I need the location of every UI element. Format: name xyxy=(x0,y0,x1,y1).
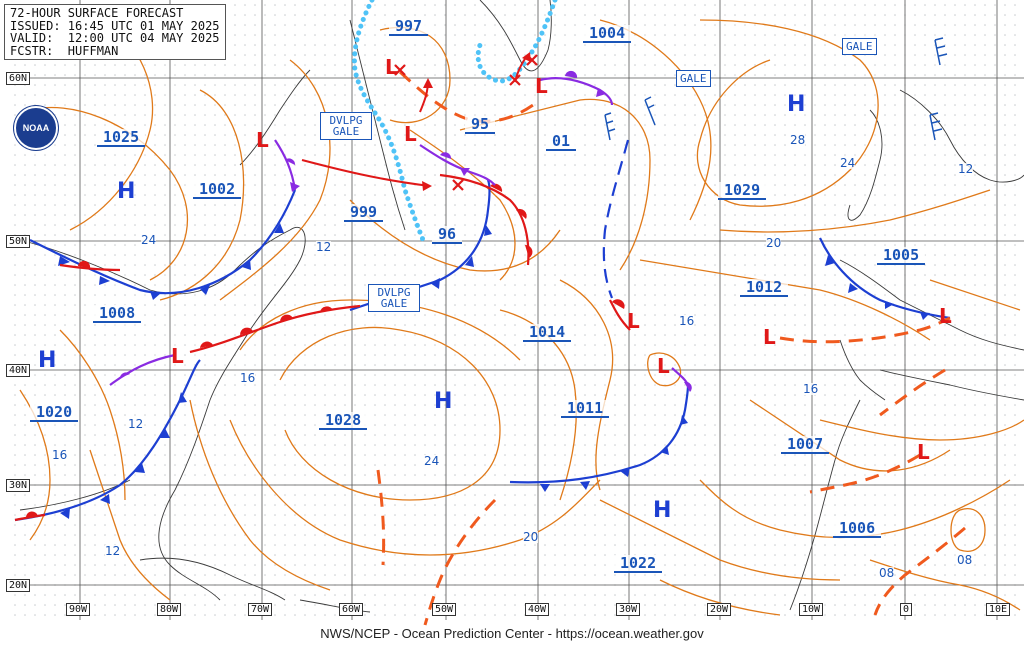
graticule xyxy=(12,0,1024,620)
pressure-label: 1007 xyxy=(781,436,830,454)
isobar-label: 12 xyxy=(105,544,121,558)
isobar-label: 24 xyxy=(840,156,856,170)
pressure-label: 1025 xyxy=(97,129,146,147)
noaa-logo-icon: NOAA xyxy=(14,106,58,150)
low-pressure-center: L xyxy=(657,354,670,378)
lat-label-20n: 20N xyxy=(6,579,31,592)
wind-barbs xyxy=(604,37,948,141)
lon-label-10e: 10E xyxy=(986,603,1011,616)
isobar-label: 16 xyxy=(803,382,819,396)
lat-label-50n: 50N xyxy=(6,235,31,248)
isobar-label: 12 xyxy=(316,240,332,254)
warm-fronts xyxy=(14,173,631,522)
isobar-label: 16 xyxy=(240,371,256,385)
pressure-label: 1014 xyxy=(523,324,572,342)
low-pressure-center: L xyxy=(535,74,548,98)
dashed-front xyxy=(602,139,630,299)
low-pressure-center: L xyxy=(939,304,952,328)
lat-label-40n: 40N xyxy=(6,364,31,377)
ice-edge xyxy=(351,0,558,248)
pressure-label: 997 xyxy=(389,18,429,36)
pressure-label: 1004 xyxy=(583,25,632,43)
low-pressure-center: L xyxy=(171,344,184,368)
pressure-label: 1002 xyxy=(193,181,242,199)
troughs xyxy=(376,70,966,626)
isobar-label: 12 xyxy=(128,417,144,431)
pressure-label: 1011 xyxy=(561,400,610,418)
high-pressure-center: H xyxy=(38,348,57,373)
lon-label-90w: 90W xyxy=(66,603,91,616)
header-forecaster: FCSTR: HUFFMAN xyxy=(10,43,119,58)
header-title: 72-HOUR SURFACE FORECAST xyxy=(10,6,184,20)
pressure-label: 01 xyxy=(546,133,577,151)
footer-credit: NWS/NCEP - Ocean Prediction Center - htt… xyxy=(320,626,704,641)
isobar-label: 08 xyxy=(957,553,973,567)
warning-box-gale: GALE xyxy=(842,38,877,55)
lon-label-10w: 10W xyxy=(799,603,824,616)
low-pressure-center: L xyxy=(627,309,640,333)
lon-label-20w: 20W xyxy=(707,603,732,616)
low-pressure-center: L xyxy=(763,325,776,349)
low-pressure-center: L xyxy=(404,122,417,146)
high-pressure-center: H xyxy=(653,498,672,523)
pressure-label: 1008 xyxy=(93,305,142,323)
high-pressure-center: H xyxy=(434,389,453,414)
lat-label-30n: 30N xyxy=(6,479,31,492)
lon-label-60w: 60W xyxy=(339,603,364,616)
lon-label-0: 0 xyxy=(900,603,913,616)
header-valid: VALID: 12:00 UTC 04 MAY 2025 xyxy=(10,31,220,45)
lon-label-30w: 30W xyxy=(616,603,641,616)
pressure-label: 95 xyxy=(465,116,496,134)
pressure-label: 1029 xyxy=(718,182,767,200)
lon-label-70w: 70W xyxy=(248,603,273,616)
warning-box-dvlpg-gale: DVLPG GALE xyxy=(368,284,420,312)
isobar-label: 16 xyxy=(679,314,695,328)
pressure-label: 1006 xyxy=(833,520,882,538)
isobar-label: 20 xyxy=(766,236,782,250)
lon-label-40w: 40W xyxy=(525,603,550,616)
pressure-label: 1022 xyxy=(614,555,663,573)
high-pressure-center: H xyxy=(787,92,806,117)
isobar-label: 20 xyxy=(523,530,539,544)
low-pressure-center: L xyxy=(256,128,269,152)
isobar-label: 12 xyxy=(958,162,974,176)
pressure-label: 96 xyxy=(432,226,463,244)
lon-label-80w: 80W xyxy=(157,603,182,616)
arrow-heads xyxy=(422,52,531,191)
warning-box-dvlpg-gale: DVLPG GALE xyxy=(320,112,372,140)
high-pressure-center: H xyxy=(117,179,136,204)
isobars xyxy=(19,19,1024,616)
pressure-label: 1012 xyxy=(740,279,789,297)
isobar-label: 16 xyxy=(52,448,68,462)
header-issued: ISSUED: 16:45 UTC 01 MAY 2025 xyxy=(10,18,220,33)
low-centre-markers xyxy=(394,54,538,191)
pressure-label: 1028 xyxy=(319,412,368,430)
isobar-label: 28 xyxy=(790,133,806,147)
lat-label-60n: 60N xyxy=(6,72,31,85)
coastlines xyxy=(19,0,1024,613)
isobar-label: 24 xyxy=(141,233,157,247)
forecast-header: 72-HOUR SURFACE FORECAST ISSUED: 16:45 U… xyxy=(4,4,226,60)
warning-box-gale: GALE xyxy=(676,70,711,87)
isobar-label: 24 xyxy=(424,454,440,468)
lon-label-50w: 50W xyxy=(432,603,457,616)
ocean-dot-grid xyxy=(12,0,1024,620)
warm-front-semicircles xyxy=(25,183,625,518)
isobar-label: 08 xyxy=(879,566,895,580)
pressure-label: 1020 xyxy=(30,404,79,422)
occluded-symbols xyxy=(120,70,692,392)
pressure-label: 1005 xyxy=(877,247,926,265)
pressure-label: 999 xyxy=(344,204,384,222)
low-pressure-center: L xyxy=(385,55,398,79)
low-pressure-center: L xyxy=(917,440,930,464)
